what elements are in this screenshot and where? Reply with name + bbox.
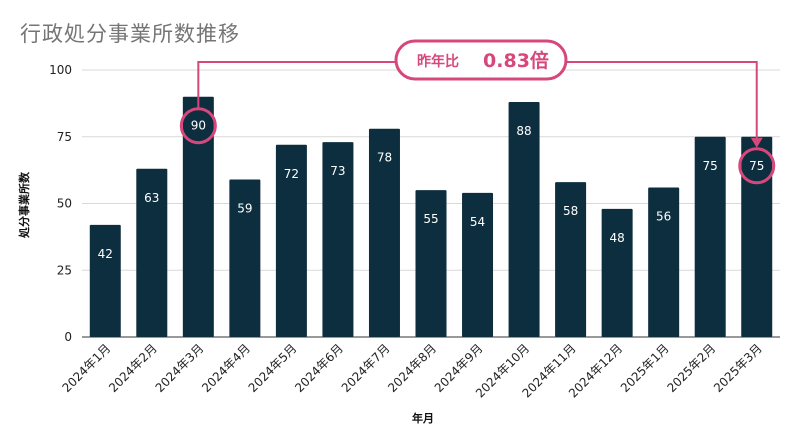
ratio-badge-value: 0.83倍 bbox=[483, 49, 549, 72]
x-tick-label: 2025年2月 bbox=[664, 341, 718, 395]
bar bbox=[694, 136, 726, 337]
bar bbox=[741, 136, 773, 337]
x-tick-label: 2024年2月 bbox=[106, 341, 160, 395]
bar bbox=[182, 96, 214, 337]
bar bbox=[601, 208, 633, 337]
bar-value-label: 58 bbox=[563, 204, 578, 218]
y-tick-label: 0 bbox=[64, 330, 72, 344]
bar-value-label: 54 bbox=[470, 215, 485, 229]
bar bbox=[508, 102, 540, 337]
y-tick-label: 75 bbox=[57, 130, 72, 144]
bar bbox=[415, 190, 447, 337]
highlight-circle bbox=[738, 147, 776, 185]
x-tick-label: 2024年4月 bbox=[199, 341, 253, 395]
y-axis-ticks: 0 25 50 75 100 bbox=[49, 63, 72, 344]
x-tick-label: 2024年5月 bbox=[246, 341, 300, 395]
bar-value-label: 90 bbox=[191, 119, 206, 133]
x-axis-ticks: 2024年1月2024年2月2024年3月2024年4月2024年5月2024年… bbox=[60, 341, 765, 400]
x-tick-label: 2024年6月 bbox=[292, 341, 346, 395]
bar-value-label: 63 bbox=[144, 191, 159, 205]
bar-value-label: 55 bbox=[423, 212, 438, 226]
bar bbox=[136, 168, 168, 337]
y-axis-title: 処分事業所数 bbox=[17, 171, 31, 239]
bar-value-label: 42 bbox=[98, 247, 113, 261]
bar-value-label: 72 bbox=[284, 167, 299, 181]
bar bbox=[555, 182, 587, 337]
x-tick-label: 2025年3月 bbox=[711, 341, 765, 395]
ratio-badge bbox=[394, 39, 568, 81]
bar bbox=[368, 128, 400, 337]
bar-value-label: 56 bbox=[656, 209, 671, 223]
x-tick-label: 2025年1月 bbox=[618, 341, 672, 395]
bar-value-label: 75 bbox=[749, 159, 764, 173]
x-axis-title: 年月 bbox=[412, 411, 434, 425]
bar-value-label: 59 bbox=[237, 201, 252, 215]
bar-value-label: 48 bbox=[609, 231, 624, 245]
bar-value-label: 75 bbox=[703, 159, 718, 173]
bars bbox=[89, 96, 773, 337]
bar-value-label: 73 bbox=[330, 164, 345, 178]
bar bbox=[322, 142, 354, 337]
bar bbox=[648, 187, 680, 337]
ratio-badge-label: 昨年比 bbox=[417, 53, 459, 70]
year-over-year-annotation: 昨年比 0.83倍 bbox=[179, 39, 776, 185]
y-tick-label: 25 bbox=[57, 263, 72, 277]
arrow-head-icon bbox=[750, 137, 763, 148]
bar bbox=[275, 144, 307, 337]
x-tick-label: 2024年7月 bbox=[339, 341, 393, 395]
bar-value-label: 88 bbox=[516, 124, 531, 138]
bar bbox=[89, 224, 121, 337]
x-tick-label: 2024年8月 bbox=[385, 341, 439, 395]
x-tick-label: 2024年3月 bbox=[153, 341, 207, 395]
data-labels: 42 63 90 59 72 73 78 55 54 88 58 48 56 75 75 bbox=[98, 119, 765, 261]
y-tick-label: 100 bbox=[49, 63, 72, 77]
chart-title: 行政処分事業所数推移 bbox=[20, 22, 240, 46]
bar bbox=[462, 192, 494, 337]
bar bbox=[229, 179, 261, 337]
y-tick-label: 50 bbox=[57, 197, 72, 211]
x-tick-label: 2024年1月 bbox=[60, 341, 114, 395]
bar-value-label: 78 bbox=[377, 151, 392, 165]
